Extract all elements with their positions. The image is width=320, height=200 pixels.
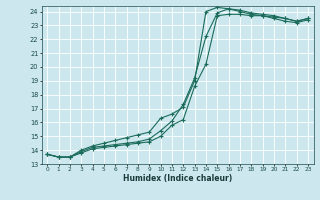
X-axis label: Humidex (Indice chaleur): Humidex (Indice chaleur) [123, 174, 232, 183]
